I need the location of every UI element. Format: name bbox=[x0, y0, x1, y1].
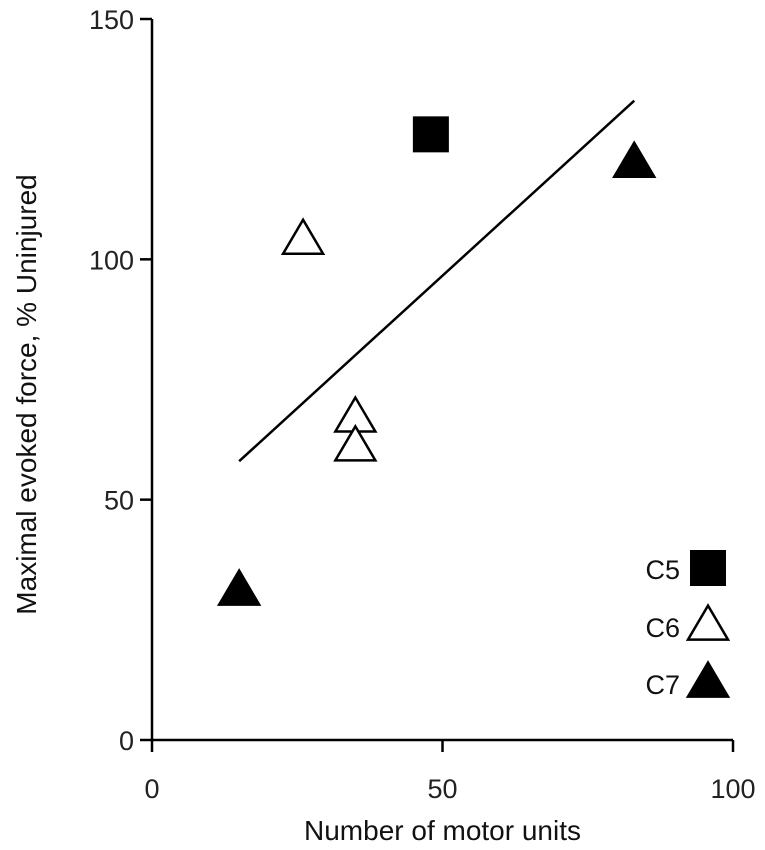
point-c5-square bbox=[412, 116, 449, 153]
point-c7-triangle bbox=[216, 568, 262, 606]
y-tick-label: 150 bbox=[89, 5, 134, 35]
legend-label-c6: C6 bbox=[645, 613, 680, 643]
y-axis-title: Maximal evoked force, % Uninjured bbox=[11, 174, 42, 614]
x-tick-label: 50 bbox=[427, 774, 457, 804]
data-points bbox=[216, 116, 657, 606]
point-c7-triangle bbox=[612, 140, 657, 179]
point-c6-triangle bbox=[333, 423, 378, 462]
y-tick-label: 0 bbox=[119, 726, 134, 756]
y-tick-label: 100 bbox=[89, 245, 134, 275]
trendline-group bbox=[238, 99, 636, 463]
legend-label-c7: C7 bbox=[645, 670, 680, 700]
legend-marker-c6 bbox=[685, 603, 731, 641]
y-tick-label: 50 bbox=[104, 486, 134, 516]
legend-marker-c5 bbox=[690, 550, 726, 586]
legend-label-c5: C5 bbox=[645, 555, 680, 585]
x-tick-label: 0 bbox=[144, 774, 159, 804]
axes: 0 50 100 150 0 50 100 bbox=[89, 5, 756, 804]
legend: C5 C6 C7 bbox=[645, 550, 731, 700]
point-c6-triangle bbox=[280, 217, 326, 255]
legend-marker-c7 bbox=[685, 660, 731, 698]
x-tick-label: 100 bbox=[710, 774, 755, 804]
trendline bbox=[238, 99, 636, 463]
x-axis-title: Number of motor units bbox=[304, 815, 581, 846]
